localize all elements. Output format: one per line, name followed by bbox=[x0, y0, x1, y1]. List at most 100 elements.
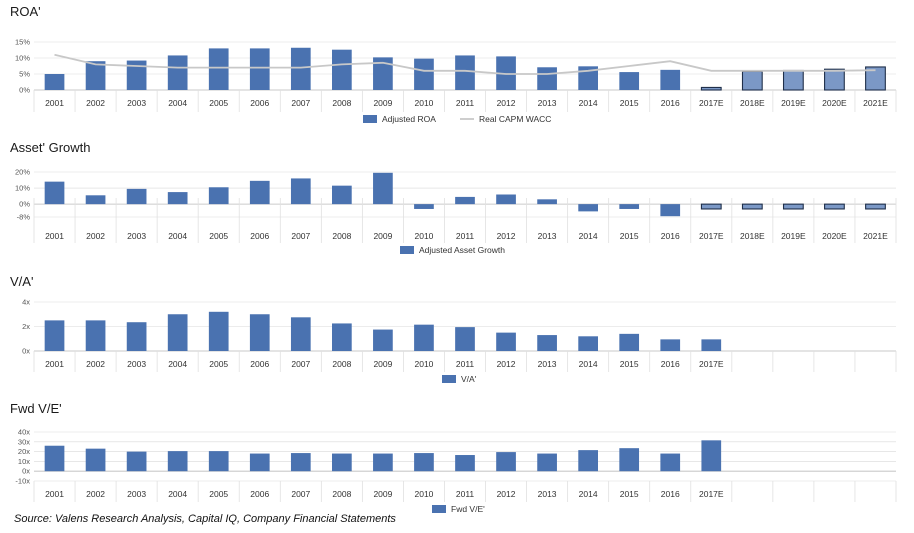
x-tick-label: 2004 bbox=[168, 231, 187, 241]
x-tick-label: 2012 bbox=[497, 98, 516, 108]
x-tick-label: 2002 bbox=[86, 98, 105, 108]
bar bbox=[290, 453, 311, 472]
x-tick-label: 2013 bbox=[538, 231, 557, 241]
bar bbox=[619, 204, 640, 209]
bar bbox=[578, 204, 598, 212]
x-tick-label: 2019E bbox=[781, 98, 806, 108]
x-tick-label: 2005 bbox=[209, 359, 228, 369]
x-tick-label: 2014 bbox=[579, 489, 598, 499]
bar bbox=[496, 452, 516, 472]
bar bbox=[167, 451, 188, 472]
bar bbox=[537, 335, 557, 351]
x-tick-label: 2001 bbox=[45, 98, 64, 108]
x-tick-label: 2003 bbox=[127, 98, 146, 108]
legend-label: Adjusted Asset Growth bbox=[419, 245, 505, 255]
x-tick-label: 2008 bbox=[332, 359, 351, 369]
x-tick-label: 2010 bbox=[414, 231, 433, 241]
bar bbox=[373, 329, 393, 351]
bar bbox=[414, 324, 434, 351]
x-tick-label: 2001 bbox=[45, 489, 64, 499]
bar bbox=[332, 323, 352, 351]
x-tick-label: 2018E bbox=[740, 98, 765, 108]
y-tick-label: 0x bbox=[22, 347, 30, 356]
x-tick-label: 2008 bbox=[332, 98, 351, 108]
x-tick-label: 2009 bbox=[373, 231, 392, 241]
x-tick-label: 2007 bbox=[291, 489, 310, 499]
x-tick-label: 2015 bbox=[620, 359, 639, 369]
legend-swatch bbox=[363, 115, 377, 123]
x-tick-label: 2011 bbox=[456, 489, 475, 499]
bar bbox=[290, 178, 311, 205]
bar bbox=[126, 451, 147, 472]
y-tick-label: -8% bbox=[17, 213, 31, 222]
bar bbox=[249, 180, 270, 205]
x-tick-label: 2017E bbox=[699, 98, 724, 108]
bar bbox=[208, 48, 229, 90]
bar bbox=[249, 453, 270, 472]
x-tick-label: 2016 bbox=[661, 98, 680, 108]
x-tick-label: 2012 bbox=[497, 231, 516, 241]
x-tick-label: 2007 bbox=[291, 98, 310, 108]
x-tick-label: 2012 bbox=[497, 489, 516, 499]
x-tick-label: 2009 bbox=[373, 359, 392, 369]
bar bbox=[701, 440, 722, 472]
x-tick-label: 2008 bbox=[332, 489, 351, 499]
bar bbox=[455, 327, 475, 351]
legend-swatch bbox=[400, 246, 414, 254]
x-tick-label: 2007 bbox=[291, 231, 310, 241]
x-tick-label: 2015 bbox=[620, 489, 639, 499]
x-tick-label: 2007 bbox=[291, 359, 310, 369]
x-tick-label: 2017E bbox=[699, 359, 724, 369]
x-tick-label: 2003 bbox=[127, 359, 146, 369]
asset-growth-chart-title: Asset' Growth bbox=[10, 140, 91, 155]
x-tick-label: 2004 bbox=[168, 489, 187, 499]
y-tick-label: 40x bbox=[18, 428, 30, 437]
bar bbox=[619, 333, 640, 351]
x-tick-label: 2006 bbox=[250, 231, 269, 241]
bar bbox=[126, 60, 147, 90]
x-tick-label: 2018E bbox=[740, 231, 765, 241]
bar bbox=[44, 181, 65, 205]
y-tick-label: -10x bbox=[15, 477, 30, 486]
bar bbox=[249, 48, 270, 90]
x-tick-label: 2002 bbox=[86, 489, 105, 499]
x-tick-label: 2001 bbox=[45, 231, 64, 241]
bar bbox=[700, 86, 722, 91]
bar bbox=[208, 187, 229, 205]
x-tick-label: 2010 bbox=[414, 98, 433, 108]
y-tick-label: 0% bbox=[19, 200, 30, 209]
bar bbox=[496, 332, 516, 351]
bar bbox=[126, 188, 147, 205]
y-tick-label: 20% bbox=[15, 168, 30, 177]
x-tick-label: 2001 bbox=[45, 359, 64, 369]
bar bbox=[660, 453, 681, 472]
bar bbox=[373, 453, 393, 472]
legend-swatch bbox=[432, 505, 446, 513]
y-tick-label: 10% bbox=[15, 54, 30, 63]
legend-label: Fwd V/E' bbox=[451, 504, 485, 514]
bar bbox=[85, 448, 106, 472]
bar bbox=[414, 204, 434, 209]
x-tick-label: 2016 bbox=[661, 231, 680, 241]
bar bbox=[578, 336, 598, 351]
x-tick-label: 2014 bbox=[579, 359, 598, 369]
bar bbox=[660, 339, 681, 351]
y-tick-label: 30x bbox=[18, 437, 30, 446]
bar bbox=[208, 311, 229, 351]
x-tick-label: 2009 bbox=[373, 98, 392, 108]
bar bbox=[660, 69, 681, 90]
x-tick-label: 2013 bbox=[538, 489, 557, 499]
bar bbox=[782, 203, 804, 210]
y-tick-label: 10% bbox=[15, 184, 30, 193]
x-tick-label: 2021E bbox=[863, 98, 888, 108]
x-tick-label: 2011 bbox=[456, 98, 475, 108]
legend-label: Adjusted ROA bbox=[382, 114, 436, 124]
x-tick-label: 2004 bbox=[168, 359, 187, 369]
y-tick-label: 2x bbox=[22, 322, 30, 331]
x-tick-label: 2013 bbox=[538, 98, 557, 108]
y-tick-label: 20x bbox=[18, 447, 30, 456]
bar bbox=[660, 204, 681, 217]
bar bbox=[741, 70, 763, 91]
x-tick-label: 2015 bbox=[620, 98, 639, 108]
